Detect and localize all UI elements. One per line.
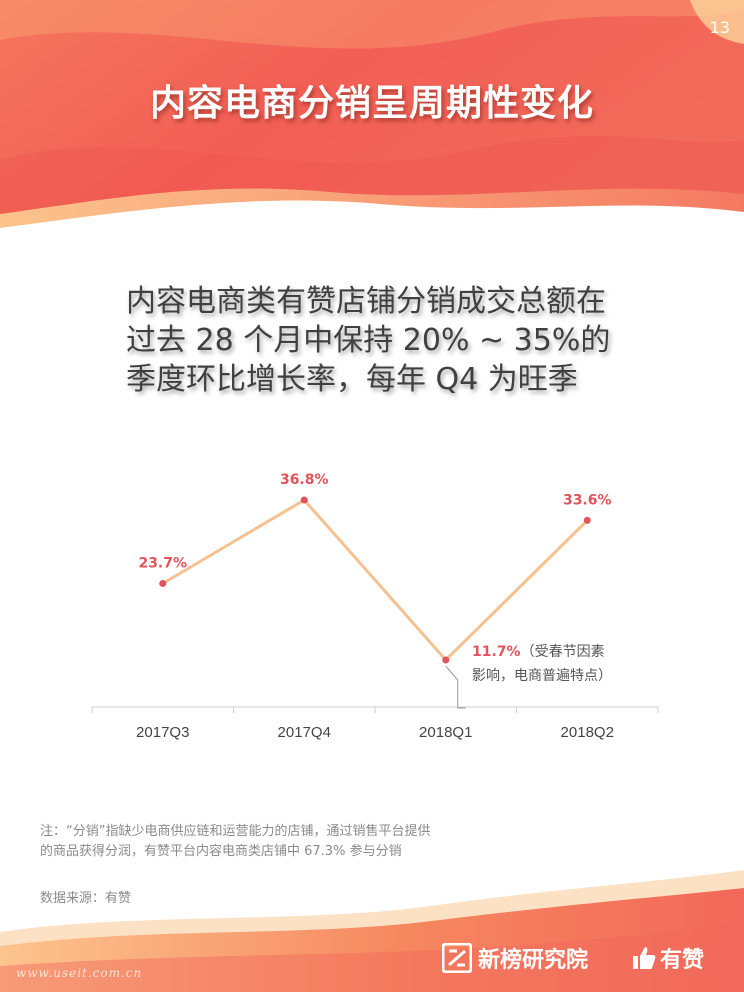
data-point [300, 496, 308, 504]
xinbang-name: 新榜研究院 [478, 948, 589, 973]
footnote-line: 的商品获得分润，有赞平台内容电商类店铺中 67.3% 参与分销 [40, 844, 402, 859]
footnote: 注：“分销”指缺少电商供应链和运营能力的店铺，通过销售平台提供 的商品获得分润，… [40, 822, 540, 862]
data-source: 数据来源：有赞 [40, 891, 132, 906]
line-chart: 2017Q3 2017Q4 2018Q1 2018Q2 23.7% 36.8% 33.6% [91, 472, 659, 741]
data-label: 23.7% [138, 556, 187, 572]
footnote-line: 注：“分销”指缺少电商供应链和运营能力的店铺，通过销售平台提供 [40, 824, 431, 839]
headline-line: 季度环比增长率，每年 Q4 为旺季 [126, 362, 578, 397]
data-point [583, 516, 591, 524]
headline-line: 过去 28 个月中保持 20% ~ 35%的 [126, 323, 611, 358]
x-tick-label: 2017Q4 [278, 724, 331, 741]
headline-line: 内容电商类有赞店铺分销成交总额在 [126, 284, 606, 319]
x-tick-label: 2018Q2 [561, 724, 614, 741]
annotation-value: 11.7% [472, 644, 521, 660]
footer-banner [0, 870, 744, 992]
annotation-leader [445, 665, 466, 709]
thumbs-up-icon [633, 947, 656, 969]
data-label: 36.8% [280, 472, 329, 488]
annotation-text: （受春节因素影响，电商普遍特点） [472, 644, 612, 684]
page-title: 内容电商分销呈周期性变化 [149, 83, 594, 124]
watermark: www.useit.com.cn [16, 966, 143, 980]
data-point [442, 656, 450, 664]
series-line [161, 498, 589, 663]
header-banner [0, 0, 744, 228]
youzan-name: 有赞 [660, 948, 705, 973]
annotation-2018q1: 11.7%（受春节因素影响，电商普遍特点） [472, 640, 612, 688]
x-tick-label: 2018Q1 [419, 724, 472, 741]
xinbang-mark-icon [442, 943, 472, 973]
x-tick-label: 2017Q3 [136, 724, 189, 741]
page-number: 13 [709, 18, 730, 37]
headline: 内容电商类有赞店铺分销成交总额在 过去 28 个月中保持 20% ~ 35%的 … [126, 282, 646, 399]
youzan-logo: 有赞 [632, 940, 704, 976]
data-label: 33.6% [563, 492, 612, 508]
data-point [159, 580, 167, 588]
xinbang-logo: 新榜研究院 [442, 940, 588, 976]
